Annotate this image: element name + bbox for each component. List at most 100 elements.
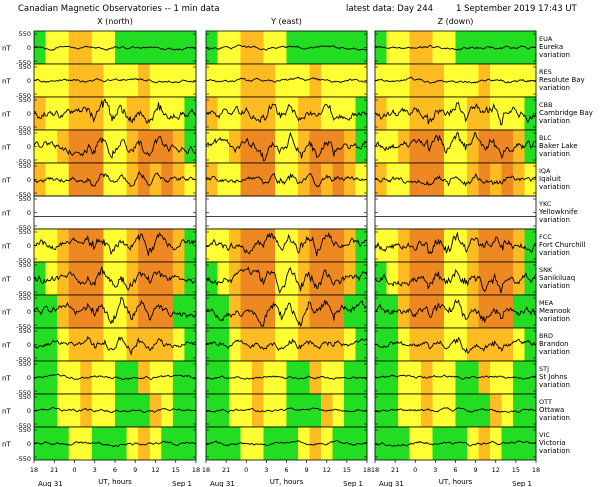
activity-band <box>115 130 127 163</box>
activity-band <box>298 394 310 427</box>
y-tick-label: 0 <box>27 176 31 184</box>
activity-band <box>161 361 174 394</box>
activity-band <box>68 328 81 361</box>
activity-band <box>229 328 241 361</box>
y-tick-label: -550 <box>16 224 31 232</box>
activity-band <box>34 130 46 163</box>
variation-trace <box>374 101 537 126</box>
activity-band <box>138 295 151 328</box>
activity-band <box>206 328 218 361</box>
activity-band <box>172 130 185 163</box>
y-tick-label: 0 <box>27 275 31 283</box>
station-code: BRD <box>539 332 553 340</box>
activity-band <box>375 361 387 394</box>
column-title: Z (down) <box>438 17 474 26</box>
activity-band <box>34 97 46 130</box>
activity-band <box>206 163 218 196</box>
activity-band <box>398 295 410 328</box>
station-variation-label: variation <box>539 447 570 455</box>
activity-band <box>115 394 127 427</box>
activity-band <box>68 427 81 460</box>
activity-band <box>344 394 356 427</box>
activity-band <box>263 262 276 295</box>
activity-band <box>184 262 197 295</box>
activity-band <box>467 427 479 460</box>
activity-band <box>478 394 491 427</box>
activity-band <box>126 130 139 163</box>
activity-band <box>432 163 445 196</box>
activity-band <box>252 130 264 163</box>
activity-band <box>321 64 333 97</box>
y-tick-label: -550 <box>16 290 31 298</box>
activity-band <box>513 361 525 394</box>
activity-band <box>375 97 387 130</box>
activity-band <box>115 295 127 328</box>
activity-band <box>184 163 197 196</box>
activity-band <box>409 427 422 460</box>
activity-band <box>263 97 276 130</box>
activity-band <box>501 262 514 295</box>
activity-band <box>229 229 241 262</box>
activity-band <box>103 130 116 163</box>
unit-label: nT <box>2 408 11 416</box>
activity-band <box>455 262 468 295</box>
y-tick-label: -550 <box>16 257 31 265</box>
y-tick-label: 550 <box>19 261 31 269</box>
activity-band <box>172 229 185 262</box>
activity-band <box>172 394 185 427</box>
activity-band <box>275 31 287 64</box>
x-tick-label: 15 <box>512 466 520 474</box>
station-name: Sanikiluaq <box>539 274 575 282</box>
activity-band <box>80 163 93 196</box>
activity-band <box>409 130 422 163</box>
activity-band <box>240 229 253 262</box>
variation-trace <box>374 44 537 51</box>
activity-band <box>332 130 345 163</box>
activity-band <box>398 163 410 196</box>
station-name: Cambridge Bay <box>539 109 593 117</box>
activity-band <box>513 295 525 328</box>
unit-label: nT <box>2 276 11 284</box>
station-name: Brandon <box>539 340 569 348</box>
activity-band <box>398 427 410 460</box>
station-name: Meanook <box>539 307 572 315</box>
activity-band <box>375 31 387 64</box>
activity-band <box>184 97 197 130</box>
activity-band <box>217 97 230 130</box>
activity-band <box>286 163 299 196</box>
y-tick-label: 0 <box>27 110 31 118</box>
activity-band <box>80 262 93 295</box>
activity-band <box>229 31 241 64</box>
activity-band <box>309 394 322 427</box>
y-tick-label: 550 <box>19 327 31 335</box>
station-code: FCC <box>539 233 552 241</box>
activity-band <box>149 64 162 97</box>
activity-band <box>298 130 310 163</box>
activity-band <box>501 328 514 361</box>
activity-band <box>321 31 333 64</box>
activity-band <box>172 427 185 460</box>
activity-band <box>149 427 162 460</box>
activity-band <box>421 262 433 295</box>
station-variation-label: variation <box>539 183 570 191</box>
activity-band <box>444 31 456 64</box>
activity-band <box>490 31 502 64</box>
station-variation-label: variation <box>539 249 570 257</box>
variation-trace <box>374 131 537 160</box>
activity-band <box>57 295 70 328</box>
activity-band <box>206 394 218 427</box>
activity-band <box>115 328 127 361</box>
activity-band <box>34 427 46 460</box>
date-right: Sep 1 <box>343 480 363 487</box>
x-tick-label: 21 <box>391 466 399 474</box>
activity-band <box>286 328 299 361</box>
activity-band <box>229 427 241 460</box>
activity-band <box>206 361 218 394</box>
activity-band <box>286 361 299 394</box>
activity-band <box>240 262 253 295</box>
x-tick-label: 21 <box>222 466 230 474</box>
activity-band <box>229 130 241 163</box>
activity-band <box>490 262 502 295</box>
variation-trace <box>33 135 197 159</box>
